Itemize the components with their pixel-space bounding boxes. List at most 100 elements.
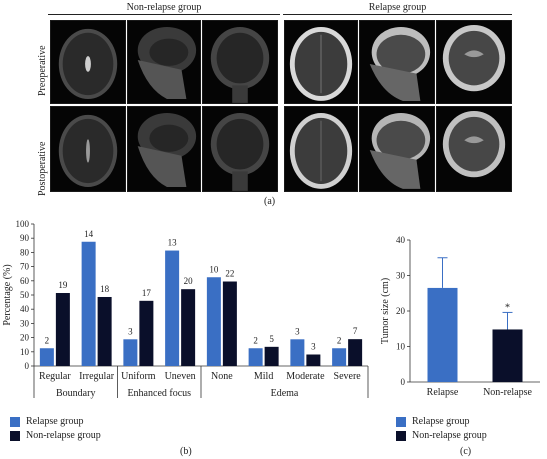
bar-nonrelapse — [55, 293, 70, 366]
x-tick-label: Uneven — [165, 371, 196, 382]
mri-nonrelapse-pre-sagittal — [127, 20, 201, 104]
chart-c: 0 10 20 30 40 Tumor size (cm) Relapse * Non-rela… — [380, 235, 540, 398]
data-label: 7 — [353, 326, 358, 336]
mri-nonrelapse-pre-coronal — [202, 20, 278, 104]
mri-nonrelapse-post-axial — [50, 106, 126, 192]
data-label: 13 — [168, 238, 178, 248]
y-axis-label: Tumor size (cm) — [380, 278, 391, 344]
x-tick-label: Uniform — [121, 371, 156, 382]
y-tick-label: 30 — [20, 318, 30, 328]
x-tick-label: Relapse — [427, 387, 459, 398]
data-label: 3 — [295, 326, 300, 336]
y-tick-label: 40 — [396, 235, 406, 245]
legend-label: Non-relapse group — [26, 430, 101, 441]
y-tick-label: 100 — [16, 219, 30, 229]
y-tick-label: 0 — [401, 377, 406, 387]
legend-b-relapse: Relapse group — [10, 416, 84, 427]
mri-relapse-pre-sagittal — [359, 20, 435, 104]
legend-c-nonrelapse: Non-relapse group — [396, 430, 487, 441]
y-tick-label: 0 — [25, 361, 30, 371]
x-tick-label: None — [211, 371, 233, 382]
mri-nonrelapse-post-coronal — [202, 106, 278, 192]
bar-nonrelapse — [97, 296, 112, 366]
data-label: 2 — [337, 335, 342, 345]
y-tick-label: 10 — [20, 347, 30, 357]
panel-b-caption: (b) — [180, 446, 192, 457]
legend-b-nonrelapse: Non-relapse group — [10, 430, 101, 441]
mri-relapse-post-sagittal — [359, 106, 435, 192]
group-header-relapse: Relapse group — [368, 2, 427, 13]
bar-nonrelapse — [139, 300, 154, 366]
data-label: 19 — [58, 280, 68, 290]
mri-relapse-pre-axial — [284, 20, 358, 104]
legend-swatch-nonrelapse — [396, 430, 406, 441]
legend-swatch-relapse — [10, 416, 20, 427]
mri-relapse-pre-coronal — [436, 20, 512, 104]
y-tick-label: 80 — [20, 247, 30, 257]
bar-relapse — [427, 287, 458, 382]
chart-b: 0 10 20 30 40 50 60 70 80 90 100 Percentage (%) 2 19 R… — [2, 219, 369, 399]
legend-label: Non-relapse group — [412, 430, 487, 441]
data-label: 14 — [84, 229, 94, 239]
y-tick-label: 40 — [20, 304, 30, 314]
header-rule — [283, 14, 512, 15]
bar-relapse — [206, 277, 221, 366]
bar-nonrelapse — [492, 329, 523, 382]
y-tick-label: 30 — [396, 271, 406, 281]
data-label: 18 — [100, 284, 110, 294]
significance-mark: * — [505, 302, 510, 313]
x-tick-label: Severe — [334, 371, 362, 382]
mri-relapse-post-coronal — [436, 106, 512, 192]
bar-relapse — [290, 339, 305, 366]
data-label: 22 — [225, 269, 234, 279]
legend-c-relapse: Relapse group — [396, 416, 470, 427]
legend-label: Relapse group — [412, 416, 470, 427]
x-tick-label: Irregular — [79, 371, 115, 382]
legend-label: Relapse group — [26, 416, 84, 427]
bar-nonrelapse — [181, 289, 196, 366]
bar-nonrelapse — [306, 354, 321, 366]
y-tick-label: 20 — [20, 333, 30, 343]
x-tick-label: Non-relapse — [483, 387, 532, 398]
x-tick-label: Moderate — [286, 371, 325, 382]
bar-relapse — [332, 348, 347, 366]
row-label-preoperative: Preoperative — [37, 45, 48, 96]
bar-nonrelapse — [264, 346, 279, 366]
group-label: Enhanced focus — [127, 388, 191, 399]
bar-relapse — [81, 241, 96, 366]
y-axis-label: Percentage (%) — [2, 264, 13, 325]
group-label: Edema — [271, 388, 299, 399]
mri-nonrelapse-post-sagittal — [127, 106, 201, 192]
bar-relapse — [123, 339, 138, 366]
y-tick-label: 20 — [396, 306, 406, 316]
y-tick-label: 10 — [396, 342, 406, 352]
group-header-nonrelapse: Non-relapse group — [126, 2, 202, 13]
data-label: 5 — [269, 334, 274, 344]
data-label: 10 — [209, 264, 219, 274]
mri-relapse-post-axial — [284, 106, 358, 192]
x-tick-label: Regular — [39, 371, 71, 382]
data-label: 20 — [184, 276, 194, 286]
bar-relapse — [248, 348, 263, 366]
data-label: 3 — [128, 326, 133, 336]
legend-swatch-nonrelapse — [10, 430, 20, 441]
panel-c-caption: (c) — [460, 446, 472, 457]
data-label: 2 — [253, 335, 258, 345]
bar-relapse — [39, 348, 54, 366]
group-label: Boundary — [56, 388, 95, 399]
row-label-postoperative: Postoperative — [37, 141, 48, 196]
data-label: 17 — [142, 288, 152, 298]
y-tick-label: 60 — [20, 276, 30, 286]
mri-nonrelapse-pre-axial — [50, 20, 126, 104]
y-tick-label: 90 — [20, 233, 30, 243]
bar-nonrelapse — [222, 281, 237, 366]
bar-relapse — [165, 250, 180, 366]
x-tick-label: Mild — [254, 371, 273, 382]
data-label: 2 — [45, 335, 50, 345]
panel-a-caption: (a) — [264, 196, 276, 207]
y-tick-label: 70 — [20, 262, 30, 272]
data-label: 3 — [311, 341, 316, 351]
header-rule — [48, 14, 280, 15]
y-tick-label: 50 — [20, 290, 30, 300]
legend-swatch-relapse — [396, 416, 406, 427]
